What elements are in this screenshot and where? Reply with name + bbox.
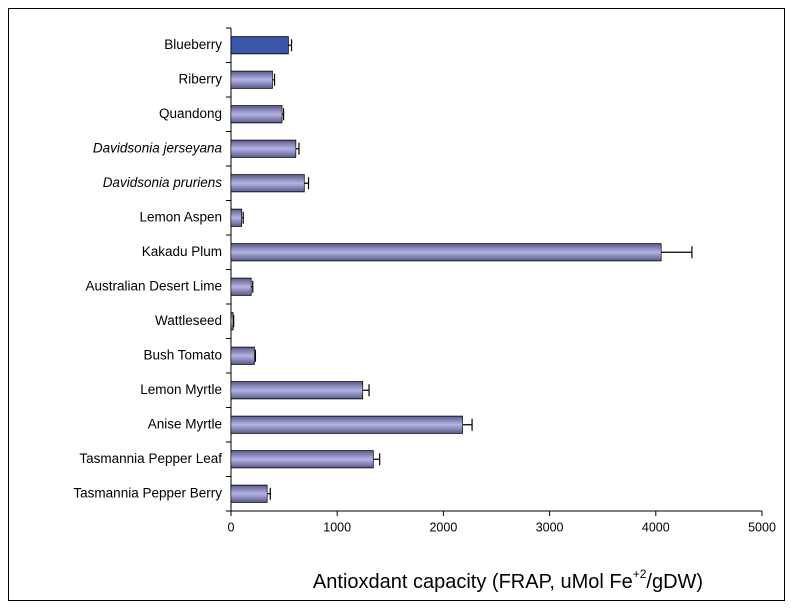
y-tick-label: Kakadu Plum — [142, 244, 222, 259]
error-bar — [254, 349, 257, 362]
y-tick-label: Anise Myrtle — [148, 416, 222, 431]
y-tick-label: Bush Tomato — [143, 347, 222, 362]
x-tick-label: 4000 — [642, 520, 670, 534]
y-tick-label: Quandong — [159, 106, 222, 121]
bar — [230, 346, 255, 365]
y-tick-label: Australian Desert Lime — [85, 278, 222, 293]
error-bar — [661, 246, 693, 259]
y-tick-label: Tasmannia Pepper Berry — [73, 485, 222, 500]
bar — [230, 174, 305, 193]
chart-border — [8, 8, 785, 601]
error-bar — [251, 280, 254, 293]
x-tick-label: 2000 — [429, 520, 457, 534]
bar — [230, 381, 364, 400]
bar — [230, 139, 297, 158]
bar — [230, 450, 374, 469]
y-tick-label: Tasmannia Pepper Leaf — [79, 451, 222, 466]
bar — [230, 105, 283, 124]
bar — [230, 208, 243, 227]
bar — [230, 70, 273, 89]
error-bar — [373, 453, 381, 466]
y-tick-label: Lemon Aspen — [139, 209, 222, 224]
x-tick-label: 3000 — [536, 520, 564, 534]
x-axis-title-superscript: +2 — [633, 567, 647, 581]
error-bar — [267, 487, 271, 500]
error-bar — [233, 315, 235, 328]
error-bar — [288, 39, 293, 52]
x-tick-label: 1000 — [323, 520, 351, 534]
bar — [230, 243, 662, 262]
bar — [230, 277, 252, 296]
bar — [230, 415, 463, 434]
error-bar — [272, 73, 276, 86]
y-tick-label: Davidsonia pruriens — [103, 175, 223, 190]
error-bar — [281, 108, 285, 121]
x-axis-title: Antioxdant capacity (FRAP, uMol Fe+2/gDW… — [313, 567, 703, 593]
x-tick-label: 0 — [228, 520, 235, 534]
error-bar — [295, 142, 300, 155]
error-bar — [304, 177, 310, 190]
error-bar — [241, 211, 244, 224]
y-tick-label: Wattleseed — [155, 313, 222, 328]
error-bar — [362, 384, 370, 397]
bar — [230, 484, 268, 503]
y-tick-label: Lemon Myrtle — [140, 382, 222, 397]
y-tick-label: Davidsonia jerseyana — [93, 140, 223, 155]
x-axis-title-part: /gDW) — [646, 571, 703, 593]
x-tick-label: 5000 — [748, 520, 776, 534]
x-axis-title-part: Antioxdant capacity (FRAP, uMol Fe — [313, 571, 633, 593]
y-tick-label: Riberry — [178, 71, 222, 86]
bar — [230, 36, 289, 55]
error-bar — [462, 418, 473, 431]
bar — [230, 312, 234, 331]
y-tick-label: Blueberry — [164, 37, 222, 52]
